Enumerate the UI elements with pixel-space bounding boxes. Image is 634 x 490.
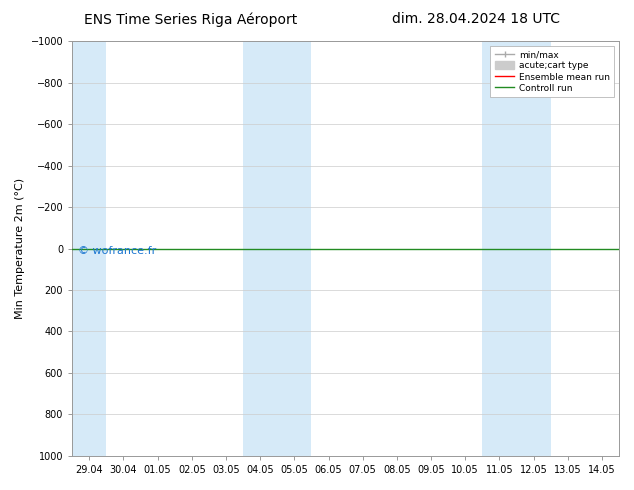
Bar bbox=[482, 41, 551, 456]
Text: © wofrance.fr: © wofrance.fr bbox=[78, 246, 156, 256]
Bar bbox=[243, 41, 311, 456]
Text: dim. 28.04.2024 18 UTC: dim. 28.04.2024 18 UTC bbox=[392, 12, 559, 26]
Text: ENS Time Series Riga Aéroport: ENS Time Series Riga Aéroport bbox=[84, 12, 297, 27]
Legend: min/max, acute;cart type, Ensemble mean run, Controll run: min/max, acute;cart type, Ensemble mean … bbox=[490, 46, 614, 98]
Y-axis label: Min Temperature 2m (°C): Min Temperature 2m (°C) bbox=[15, 178, 25, 319]
Bar bbox=[72, 41, 107, 456]
